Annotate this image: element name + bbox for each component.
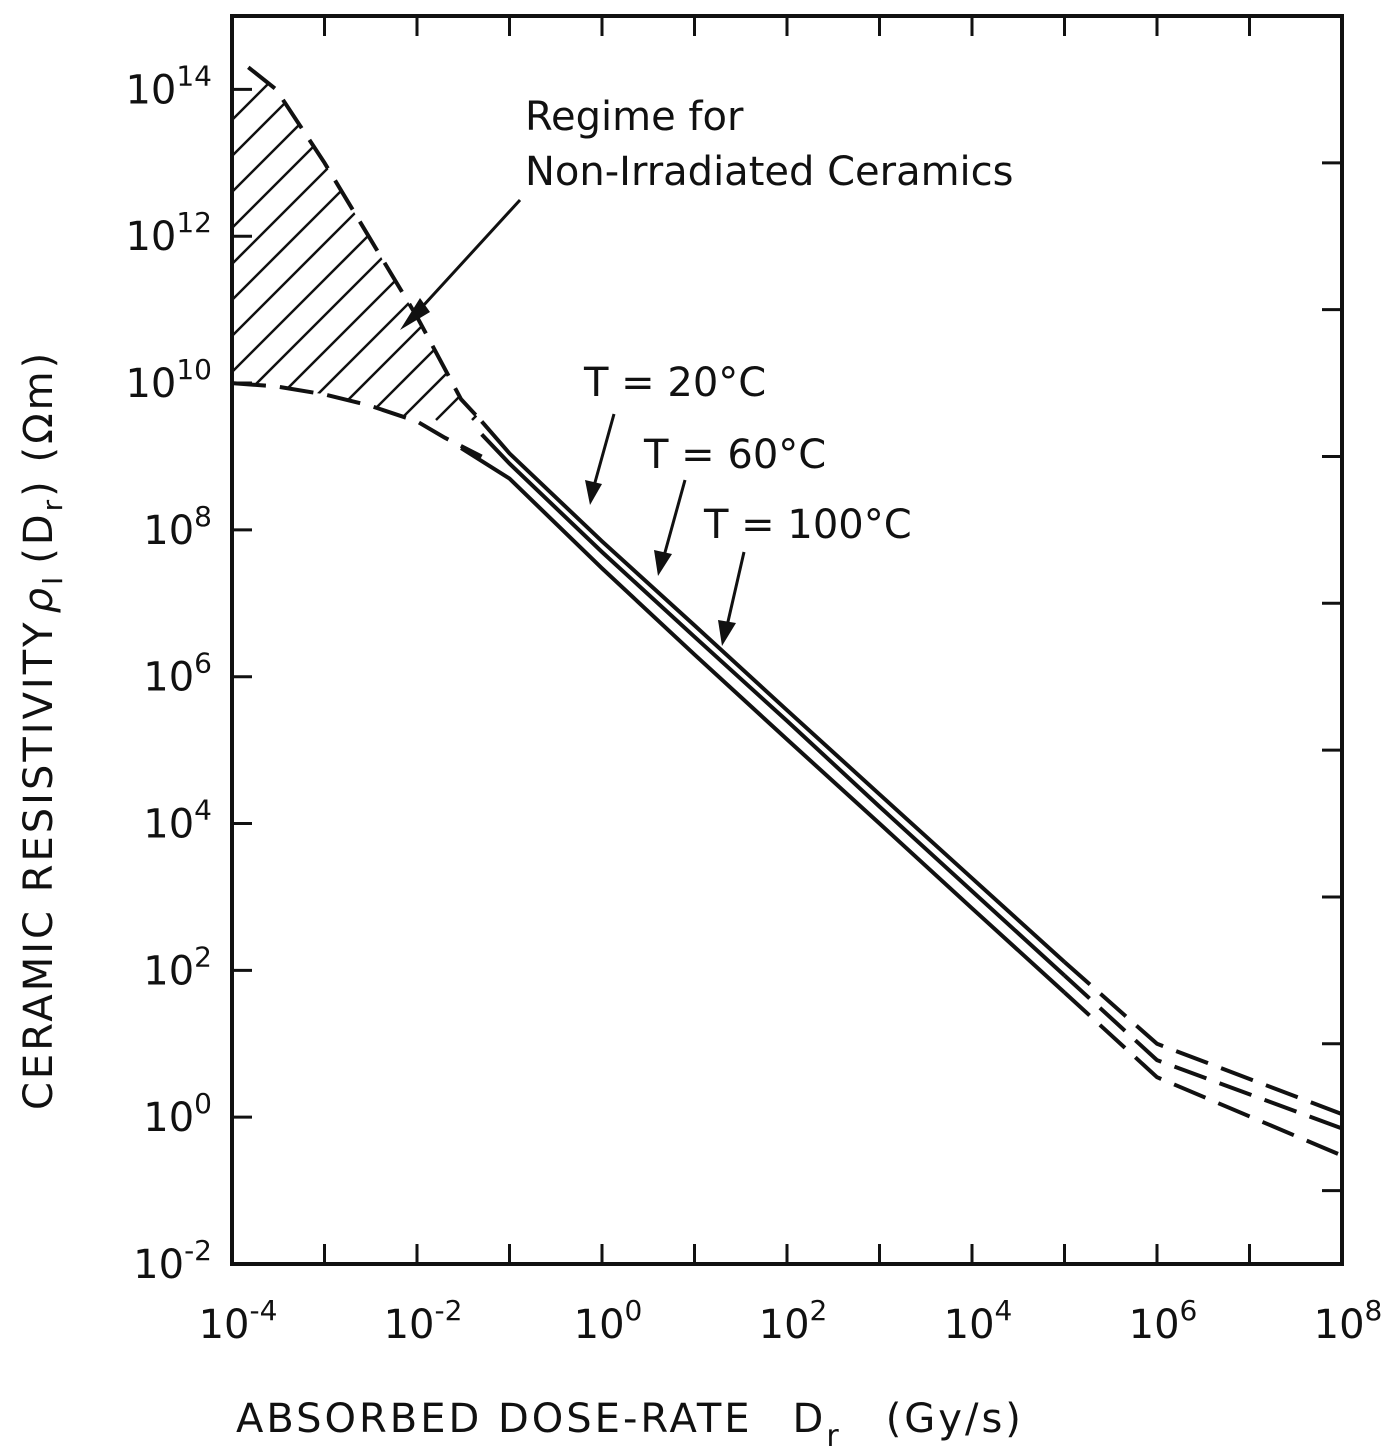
series-line-solid [480,420,1066,964]
y-tick-label: 102 [143,940,212,994]
temperature-series [460,420,1343,1158]
axis-ticks [232,14,1342,1266]
series-label-20c: T = 20°C [583,360,766,406]
x-axis-title: ABSORBED DOSE-RATE Dr (Gy/s) [236,1396,1024,1452]
series-annotations: T = 20°C T = 60°C T = 100°C [583,360,912,646]
hatch-line [616,0,1036,420]
hatch-line [435,67,482,421]
y-tick-label: 1010 [125,353,212,407]
regime-annotation: Regime for Non-Irradiated Ceramics [400,94,1014,330]
x-axis-title-text: ABSORBED DOSE-RATE Dr (Gy/s) [236,1396,1024,1452]
arrow-20c [592,413,616,487]
x-tick-label: 106 [1129,1294,1198,1348]
hatch-line [471,67,482,421]
hatch-line [232,67,482,421]
y-tick-labels: 10-2 100 102 104 106 108 1010 1012 1014 [125,59,212,1288]
hatch-line [508,0,928,420]
series-line-extrapolated [1063,974,1343,1131]
hatch-line [652,0,1072,420]
arrowhead-100c [718,620,736,646]
y-tick-label: 108 [143,500,212,554]
regime-arrowhead [400,298,430,330]
arrow-60c [662,479,687,557]
series-line-solid [480,433,1066,977]
x-tick-label: 100 [574,1294,643,1348]
regime-lower-boundary [231,381,483,459]
arrowhead-60c [654,550,672,576]
x-tick-label: 108 [1314,1294,1383,1348]
hatch-line [327,67,482,421]
regime-label-line1: Regime for [525,94,744,140]
hatch-line [544,0,964,420]
x-tick-label: 10-2 [384,1294,463,1348]
series-label-60c: T = 60°C [643,432,826,478]
hatch-line [688,0,1108,420]
x-tick-label: 102 [759,1294,828,1348]
hatch-line [232,67,482,421]
y-tick-label: 10-2 [133,1234,212,1288]
arrow-100c [725,551,746,627]
regime-label-line2: Non-Irradiated Ceramics [525,149,1014,195]
y-tick-label: 100 [143,1087,212,1141]
y-tick-label: 1012 [125,206,212,260]
x-tick-labels: 10-4 10-2 100 102 104 106 108 [199,1294,1383,1348]
regime-hatching [232,0,1144,421]
x-tick-label: 104 [944,1294,1013,1348]
regime-upper-boundary [247,65,484,423]
series-line-solid [460,446,1066,994]
hatch-line [232,67,482,421]
regime-arrow [410,198,522,320]
series-label-100c: T = 100°C [703,502,912,548]
y-axis-title-text: CERAMIC RESISTIVITYρI(Dr) (Ωm) [16,350,69,1110]
series-line-extrapolated [1063,960,1343,1116]
arrowhead-20c [585,480,602,505]
y-tick-label: 104 [143,794,212,848]
hatch-line [291,67,482,421]
hatch-line [232,67,482,421]
hatch-line [232,67,425,421]
hatch-line [399,67,482,421]
hatch-line [724,0,1144,420]
y-axis-title: CERAMIC RESISTIVITYρI(Dr) (Ωm) [16,350,69,1110]
series-line-extrapolated [1063,991,1343,1158]
hatch-line [580,0,1000,420]
hatch-line [363,67,482,421]
plot-frame [230,14,1344,1266]
hatch-line [232,67,461,421]
x-tick-label: 10-4 [199,1294,278,1348]
y-tick-label: 1014 [125,59,212,113]
hatch-line [255,67,482,421]
y-tick-label: 106 [143,647,212,701]
